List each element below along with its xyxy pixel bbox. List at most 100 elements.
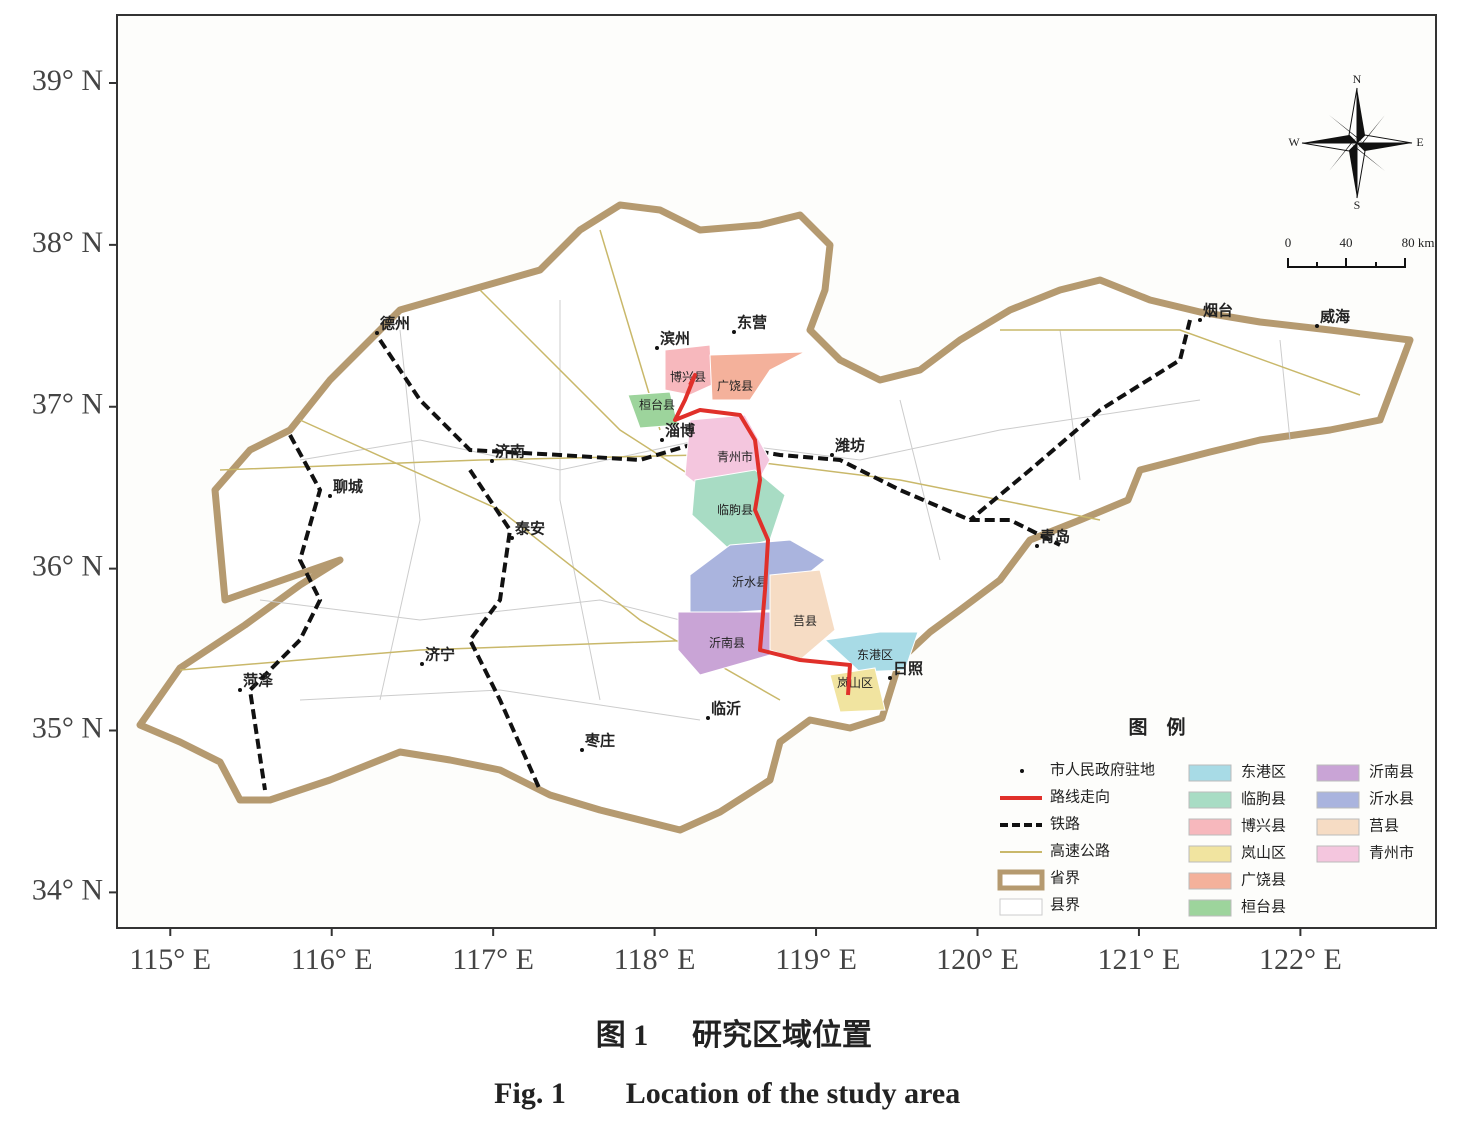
legend-swatch	[1188, 872, 1232, 890]
city-label: 日照	[893, 660, 923, 677]
legend-symbol	[1020, 769, 1024, 773]
legend-label: 高速公路	[1050, 842, 1110, 859]
city-dot	[655, 346, 659, 350]
legend-swatch	[1316, 791, 1360, 809]
legend-symbol	[999, 898, 1043, 916]
city-dot	[706, 716, 710, 720]
county-area	[664, 344, 713, 396]
city-label: 泰安	[514, 519, 545, 537]
legend-swatch	[1316, 764, 1360, 782]
legend-title: 图 例	[1128, 715, 1185, 738]
city-label: 聊城	[333, 477, 363, 495]
legend-label: 青州市	[1369, 844, 1414, 861]
x-tick-label: 122° E	[1259, 943, 1342, 976]
y-tick-label: 38° N	[32, 226, 103, 259]
caption-title-zh: 研究区域位置	[692, 1018, 872, 1052]
scale-label: 80 km	[1402, 235, 1435, 250]
city-dot	[830, 453, 834, 457]
x-tick-label: 115° E	[129, 943, 211, 976]
county-area	[829, 667, 886, 713]
city-label: 东营	[737, 313, 767, 331]
y-tick-label: 39° N	[32, 64, 103, 97]
county-label: 青州市	[717, 449, 753, 464]
legend-label: 省界	[1050, 869, 1080, 886]
legend-label: 市人民政府驻地	[1050, 761, 1155, 778]
x-tick-label: 121° E	[1098, 943, 1181, 976]
city-dot	[580, 748, 584, 752]
x-tick-label: 116° E	[291, 943, 373, 976]
city-label: 潍坊	[835, 436, 865, 454]
legend-symbol	[997, 869, 1045, 891]
city-label: 菏泽	[243, 671, 273, 689]
caption-title-en: Location of the study area	[626, 1077, 960, 1110]
county-label: 沂南县	[709, 635, 745, 650]
city-label: 德州	[380, 314, 410, 332]
city-dot	[1035, 544, 1039, 548]
legend-swatch	[1188, 845, 1232, 863]
route	[673, 373, 852, 696]
county-label: 博兴县	[670, 369, 706, 384]
city-label: 枣庄	[584, 731, 615, 749]
city-dot	[1198, 318, 1202, 322]
city-dot	[1315, 324, 1319, 328]
legend-label: 莒县	[1369, 817, 1399, 834]
scale-label: 0	[1285, 235, 1292, 250]
county-label: 桓台县	[639, 397, 675, 412]
compass-n: N	[1353, 72, 1362, 86]
county-label: 临朐县	[717, 502, 753, 517]
legend-label: 东港区	[1241, 763, 1286, 780]
legend-label: 博兴县	[1241, 817, 1286, 834]
x-tick-label: 118° E	[614, 943, 696, 976]
legend-label: 沂南县	[1369, 763, 1414, 780]
legend-swatch	[1188, 818, 1232, 836]
county-label: 沂水县	[732, 575, 768, 589]
county-area	[709, 351, 806, 401]
city-dot	[238, 688, 242, 692]
x-tick-label: 117° E	[452, 943, 534, 976]
legend-swatch	[1188, 899, 1232, 917]
county-label: 广饶县	[717, 379, 753, 393]
county-area	[823, 631, 919, 673]
city-label: 威海	[1320, 307, 1350, 325]
city-dot	[888, 676, 892, 680]
legend-label: 广饶县	[1241, 871, 1286, 888]
city-label: 济宁	[425, 645, 455, 663]
city-dot	[660, 438, 664, 442]
city-label: 滨州	[660, 329, 690, 347]
city-label: 济南	[495, 442, 525, 460]
compass-e: E	[1416, 135, 1423, 149]
y-tick-label: 36° N	[32, 550, 103, 583]
city-label: 淄博	[665, 421, 695, 439]
railways	[247, 319, 1192, 791]
city-dot	[732, 330, 736, 334]
legend-label: 临朐县	[1241, 790, 1286, 807]
legend-label: 县界	[1050, 897, 1080, 913]
legend-swatch	[1316, 818, 1360, 836]
legend-label: 路线走向	[1050, 788, 1110, 805]
county-label: 莒县	[793, 614, 817, 628]
county-area	[627, 391, 679, 429]
county-area	[677, 611, 771, 676]
scale-label: 40	[1340, 235, 1353, 250]
y-tick-label: 35° N	[32, 711, 103, 744]
legend-label: 岚山区	[1241, 844, 1286, 861]
legend-label: 桓台县	[1241, 898, 1286, 915]
city-label: 烟台	[1203, 301, 1233, 319]
county-label: 岚山区	[837, 676, 873, 690]
legend-swatch	[1188, 791, 1232, 809]
city-dot	[420, 662, 424, 666]
legend-label: 铁路	[1050, 815, 1080, 832]
city-dot	[328, 494, 332, 498]
city-dot	[375, 331, 379, 335]
caption-label-zh: 图 1	[596, 1019, 649, 1052]
city-dot	[490, 459, 494, 463]
compass-s: S	[1354, 198, 1361, 212]
county-label: 东港区	[857, 648, 893, 662]
city-label: 青岛	[1040, 527, 1070, 545]
legend-swatch	[1316, 845, 1360, 863]
